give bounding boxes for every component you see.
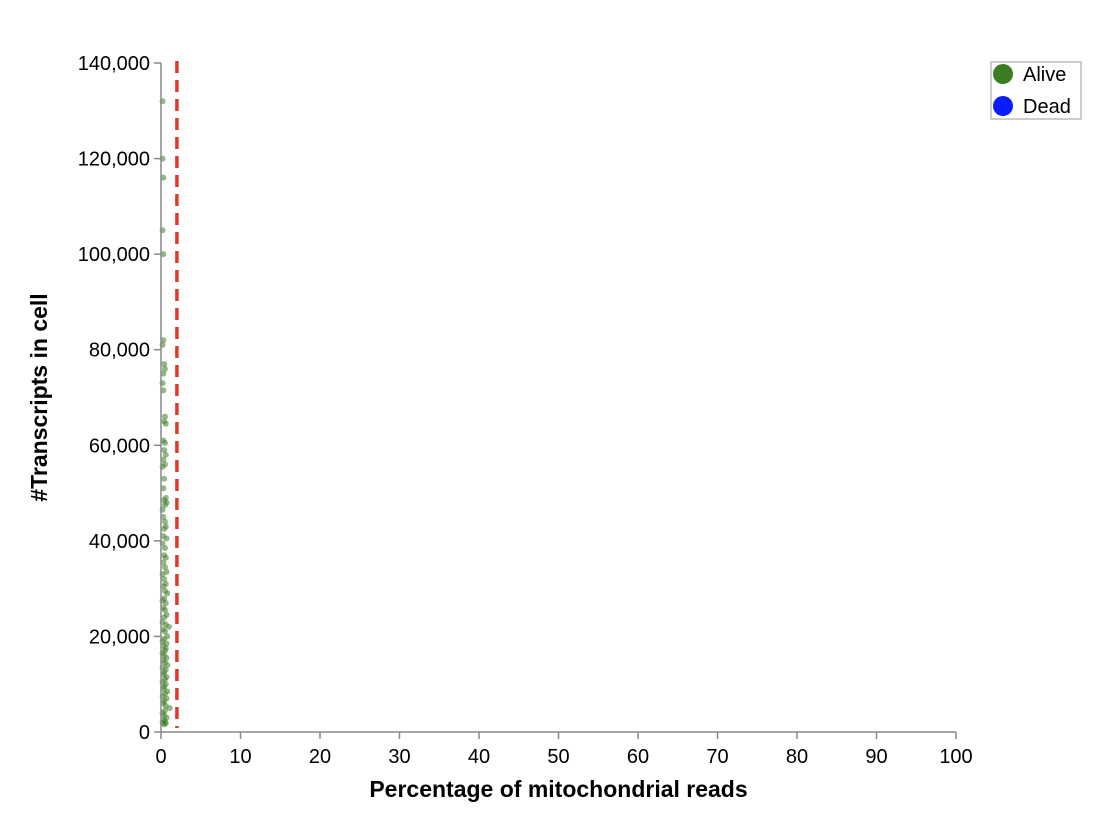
data-point-alive xyxy=(161,525,168,532)
y-tick-label: 100,000 xyxy=(78,244,150,266)
data-point-alive xyxy=(162,451,169,458)
y-axis-title: #Transcripts in cell xyxy=(26,293,52,501)
data-point-alive xyxy=(161,564,168,571)
data-point-alive xyxy=(162,599,169,606)
x-tick-label: 70 xyxy=(706,746,728,768)
data-point-alive xyxy=(160,387,167,394)
data-point-alive xyxy=(161,614,168,621)
x-axis-ticks: 0 10 20 30 40 50 60 70 80 90 100 xyxy=(155,732,973,768)
data-point-alive xyxy=(160,513,167,520)
y-tick-label: 20,000 xyxy=(89,626,150,648)
legend: Alive Dead xyxy=(990,61,1082,120)
data-point-alive xyxy=(160,485,167,492)
data-point-alive xyxy=(160,251,167,258)
data-point-alive xyxy=(166,705,173,712)
data-point-alive xyxy=(160,370,167,377)
x-tick-label: 40 xyxy=(468,746,490,768)
data-point-alive xyxy=(161,545,168,552)
y-tick-label: 0 xyxy=(139,722,150,744)
y-axis-ticks: 0 20,000 40,000 60,000 80,000 100,000 120,000 1… xyxy=(78,53,161,744)
data-point-alive xyxy=(161,721,168,728)
data-point-alive xyxy=(161,413,168,420)
data-point-alive xyxy=(161,439,168,446)
legend-swatch-alive xyxy=(993,64,1013,84)
points-layer xyxy=(159,98,173,728)
x-tick-label: 10 xyxy=(229,746,251,768)
x-tick-label: 60 xyxy=(627,746,649,768)
data-point-alive xyxy=(160,174,167,181)
x-tick-label: 100 xyxy=(939,746,972,768)
legend-items: Alive Dead xyxy=(993,64,1071,118)
y-tick-label: 60,000 xyxy=(89,435,150,457)
x-tick-label: 20 xyxy=(309,746,331,768)
data-point-alive xyxy=(161,447,168,454)
data-point-alive xyxy=(161,518,168,525)
legend-swatch-dead xyxy=(993,96,1013,116)
x-tick-label: 0 xyxy=(155,746,166,768)
data-point-alive xyxy=(160,559,167,566)
data-point-alive xyxy=(165,623,172,630)
data-point-alive xyxy=(160,337,167,344)
data-point-alive xyxy=(162,554,169,561)
data-point-alive xyxy=(161,502,168,509)
y-tick-label: 80,000 xyxy=(89,340,150,362)
y-tick-label: 120,000 xyxy=(78,149,150,171)
y-tick-label: 40,000 xyxy=(89,531,150,553)
x-tick-label: 50 xyxy=(547,746,569,768)
data-point-alive xyxy=(164,662,171,669)
data-point-alive xyxy=(161,475,168,482)
x-tick-label: 80 xyxy=(786,746,808,768)
x-tick-label: 30 xyxy=(388,746,410,768)
data-point-alive xyxy=(161,361,168,368)
data-point-alive xyxy=(161,365,168,372)
data-point-alive xyxy=(161,607,168,614)
data-point-alive xyxy=(164,590,171,597)
legend-label-alive: Alive xyxy=(1023,64,1066,86)
axes-layer: 0 10 20 30 40 50 60 70 80 90 100 0 20,000 40,000 60,0… xyxy=(78,53,973,768)
legend-label-dead: Dead xyxy=(1023,96,1071,118)
data-point-alive xyxy=(162,420,169,427)
data-point-alive xyxy=(160,456,167,463)
y-tick-label: 140,000 xyxy=(78,53,150,75)
data-point-alive xyxy=(161,628,168,635)
x-tick-label: 90 xyxy=(865,746,887,768)
x-axis-title: Percentage of mitochondrial reads xyxy=(369,776,747,802)
data-point-alive xyxy=(161,576,168,583)
data-point-alive xyxy=(163,535,170,542)
data-point-alive xyxy=(160,583,167,590)
